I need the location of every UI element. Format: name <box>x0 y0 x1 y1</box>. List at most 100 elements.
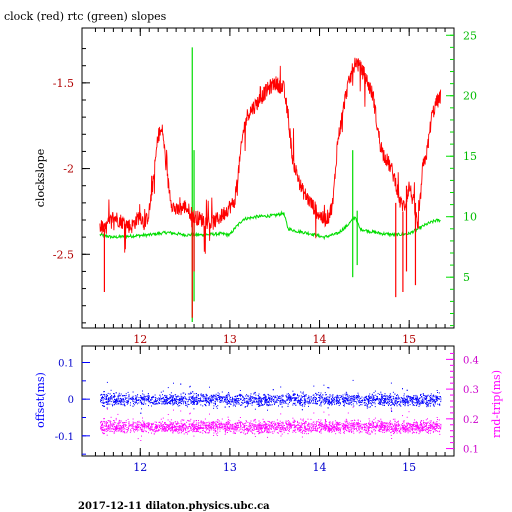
scatter-rndtrip-point <box>255 425 257 427</box>
scatter-offset-point <box>429 402 431 404</box>
scatter-rndtrip-point <box>264 424 266 426</box>
scatter-rndtrip-point <box>426 427 428 429</box>
scatter-rndtrip-point <box>343 430 345 432</box>
scatter-offset-point <box>351 404 353 406</box>
scatter-rndtrip-point <box>425 425 427 427</box>
scatter-rndtrip-point <box>412 431 414 433</box>
scatter-offset-point <box>320 405 322 407</box>
scatter-rndtrip-point <box>307 418 309 420</box>
scatter-rndtrip-point <box>184 423 186 425</box>
scatter-offset-point <box>213 407 215 409</box>
scatter-rndtrip-point <box>111 425 113 427</box>
scatter-offset-point <box>104 402 106 404</box>
scatter-offset-point <box>385 399 387 401</box>
scatter-rndtrip-point <box>385 429 387 431</box>
scatter-offset-point <box>299 403 301 405</box>
scatter-rndtrip-point <box>229 420 231 422</box>
scatter-rndtrip-point <box>235 432 236 434</box>
scatter-rndtrip-point <box>300 432 302 434</box>
scatter-rndtrip-point <box>164 422 166 423</box>
scatter-rndtrip-point <box>176 428 177 430</box>
scatter-offset-point <box>277 400 279 401</box>
scatter-offset-point <box>217 392 219 394</box>
scatter-rndtrip-point <box>184 429 186 431</box>
scatter-offset-point <box>269 398 271 400</box>
scatter-rndtrip-point <box>278 424 280 426</box>
scatter-offset-point <box>417 397 419 399</box>
scatter-offset-point <box>423 397 425 399</box>
scatter-rndtrip-point <box>186 421 188 423</box>
scatter-rndtrip-point <box>368 426 370 427</box>
scatter-offset-point <box>390 395 391 397</box>
scatter-offset-point <box>264 401 266 403</box>
scatter-offset-point <box>395 401 397 403</box>
scatter-offset-point <box>366 398 368 400</box>
scatter-offset-point <box>295 397 297 398</box>
scatter-rndtrip-point <box>221 418 223 420</box>
scatter-rndtrip-point <box>163 426 165 427</box>
scatter-offset-point <box>172 398 174 400</box>
scatter-offset-point <box>430 402 432 404</box>
scatter-rndtrip-point <box>105 421 107 423</box>
scatter-rndtrip-point <box>434 429 436 431</box>
scatter-offset-point <box>179 402 181 404</box>
scatter-rndtrip-point <box>398 431 400 433</box>
scatter-rndtrip-point <box>217 432 219 434</box>
scatter-rndtrip-point <box>239 422 241 423</box>
scatter-rndtrip-point <box>315 428 317 430</box>
scatter-offset-point <box>386 396 388 398</box>
scatter-rndtrip-point <box>363 429 365 431</box>
scatter-offset-point <box>222 398 223 399</box>
top-plot-frame <box>81 27 455 329</box>
scatter-offset-point <box>397 398 399 400</box>
scatter-rndtrip-point <box>100 428 101 430</box>
scatter-rndtrip-point <box>285 427 287 429</box>
scatter-rndtrip-point <box>198 422 199 424</box>
scatter-offset-point <box>283 402 285 404</box>
scatter-rndtrip-point <box>213 429 215 431</box>
scatter-offset-point <box>145 398 147 400</box>
scatter-offset-point <box>365 404 367 406</box>
scatter-offset-point <box>427 401 428 403</box>
scatter-rndtrip-point <box>318 431 320 432</box>
scatter-offset-point <box>336 395 338 397</box>
scatter-rndtrip-point <box>174 425 175 427</box>
scatter-rndtrip-point <box>315 425 317 427</box>
top-y2tick-label: 20 <box>463 90 477 103</box>
scatter-offset-point <box>414 398 416 400</box>
scatter-rndtrip-point <box>362 424 364 426</box>
scatter-rndtrip-point <box>355 425 357 427</box>
scatter-rndtrip-point <box>208 429 210 431</box>
scatter-rndtrip-point <box>431 423 433 425</box>
scatter-rndtrip-point <box>309 429 311 431</box>
scatter-rndtrip-point <box>416 432 417 434</box>
scatter-offset-point <box>216 407 218 409</box>
scatter-rndtrip-point <box>433 422 435 424</box>
scatter-rndtrip-point <box>427 430 429 432</box>
scatter-offset-point <box>246 394 247 396</box>
scatter-rndtrip-point <box>106 434 108 436</box>
scatter-rndtrip-point <box>305 422 307 424</box>
scatter-rndtrip-point <box>382 426 384 428</box>
scatter-rndtrip-point <box>213 422 215 424</box>
scatter-rndtrip-point <box>121 430 122 432</box>
scatter-offset-point <box>178 396 180 398</box>
scatter-rndtrip-point <box>290 423 292 425</box>
scatter-rndtrip-point <box>384 422 386 424</box>
scatter-offset-point <box>439 396 441 398</box>
scatter-rndtrip-point <box>277 427 279 429</box>
scatter-rndtrip-point <box>430 428 432 429</box>
scatter-rndtrip-point <box>114 426 115 428</box>
scatter-rndtrip-point <box>164 423 166 425</box>
scatter-rndtrip-point <box>169 426 170 428</box>
scatter-rndtrip-point <box>224 430 226 432</box>
scatter-offset-point <box>159 399 160 401</box>
scatter-rndtrip-point <box>235 424 237 425</box>
scatter-offset-point <box>398 397 400 399</box>
scatter-offset-point <box>413 395 415 397</box>
scatter-offset-point <box>229 396 231 398</box>
scatter-rndtrip-point <box>258 423 260 425</box>
scatter-rndtrip-point <box>271 423 273 425</box>
scatter-offset-point <box>397 397 399 399</box>
scatter-rndtrip-point <box>297 420 298 422</box>
